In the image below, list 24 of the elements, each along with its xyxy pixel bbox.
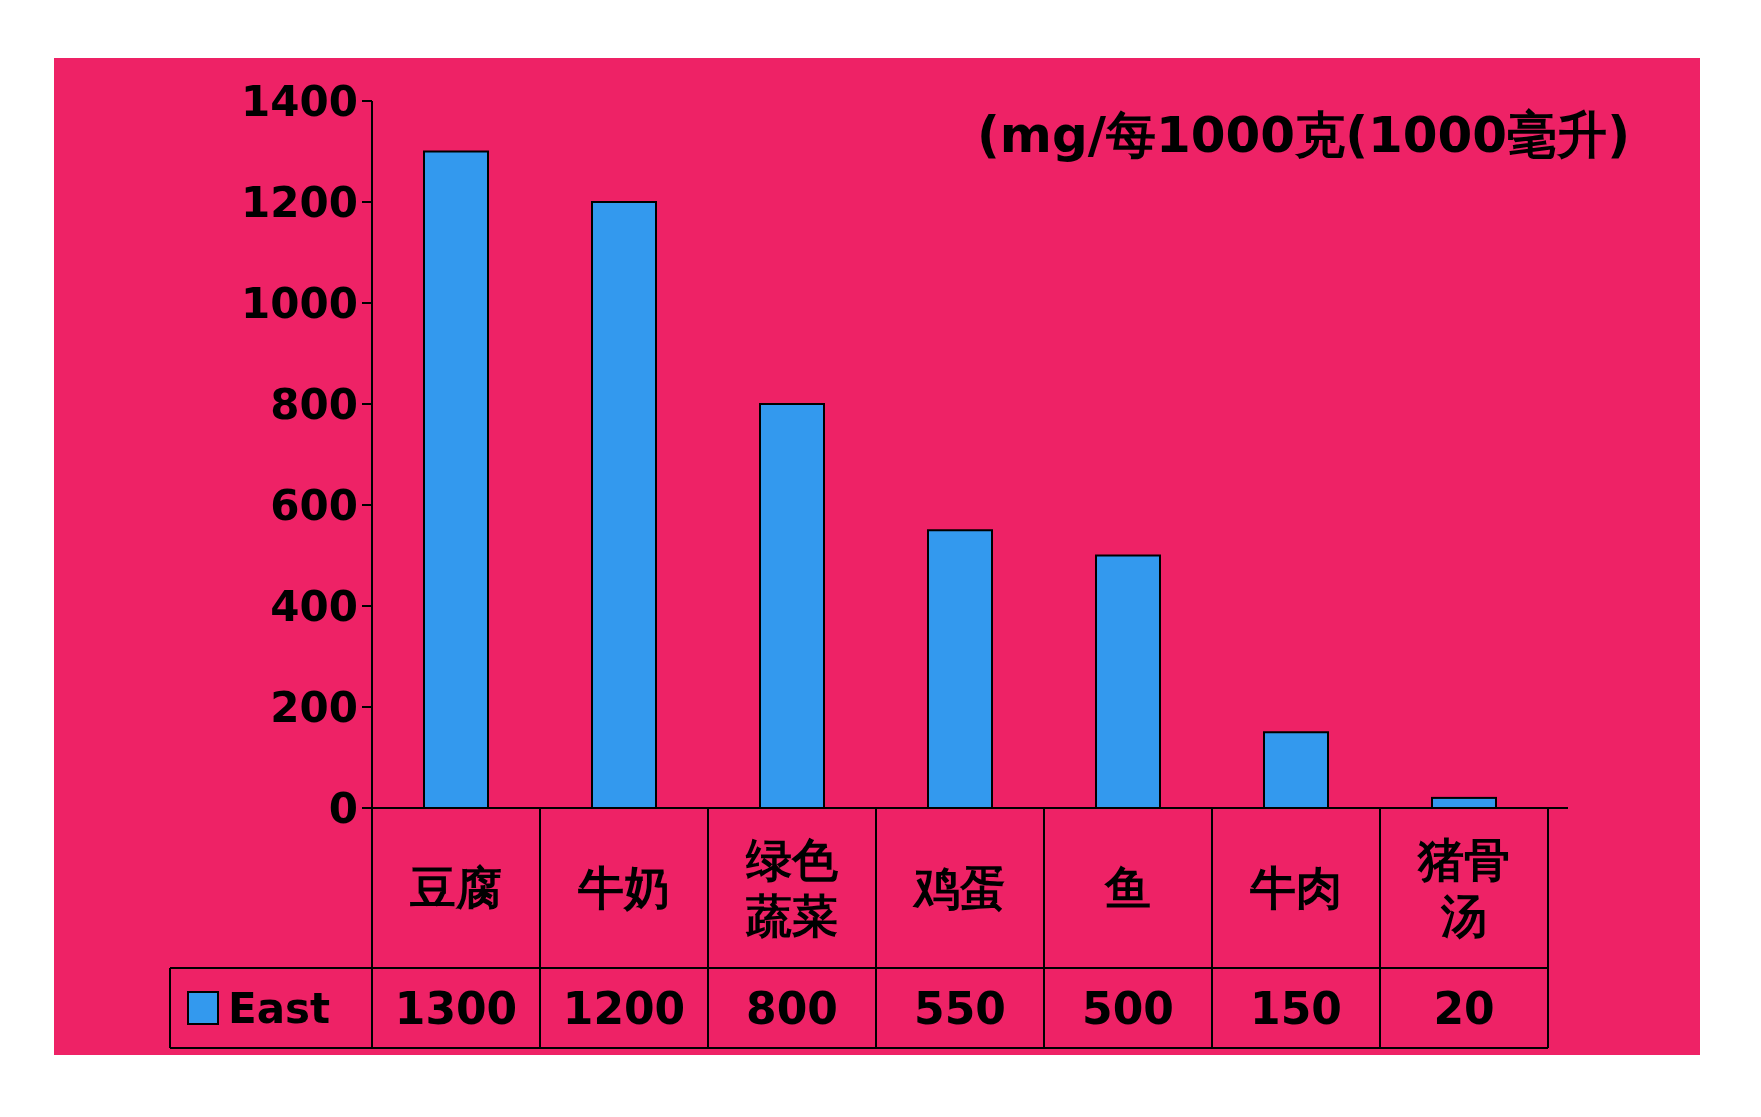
y-tick-label: 0: [328, 783, 358, 833]
x-tick-label: 鸡蛋: [912, 861, 1006, 915]
data-label: 500: [1082, 982, 1174, 1034]
x-tick-label: 绿色蔬菜: [745, 833, 838, 943]
y-tick-label: 1000: [241, 278, 358, 328]
data-label: 20: [1433, 982, 1495, 1034]
y-tick-label: 1200: [241, 177, 358, 227]
y-tick-label: 400: [270, 581, 358, 631]
data-label: 150: [1250, 982, 1342, 1034]
x-tick-label: 鱼: [1104, 861, 1151, 915]
x-tick-label: 豆腐: [410, 861, 502, 915]
annotation: (mg/每1000克(1000毫升): [976, 106, 1630, 164]
x-tick-label: 猪骨汤: [1417, 833, 1510, 943]
y-tick-label: 800: [270, 379, 358, 429]
y-tick-label: 600: [270, 480, 358, 530]
y-tick-label: 200: [270, 682, 358, 732]
x-tick-label: 牛奶: [578, 861, 670, 915]
y-tick-label: 1400: [241, 76, 358, 126]
data-label: 1300: [394, 982, 518, 1034]
data-label: 1200: [562, 982, 686, 1034]
legend-label: East: [228, 983, 331, 1033]
data-label: 550: [914, 982, 1006, 1034]
data-label: 800: [746, 982, 838, 1034]
x-tick-label: 牛肉: [1250, 861, 1342, 915]
